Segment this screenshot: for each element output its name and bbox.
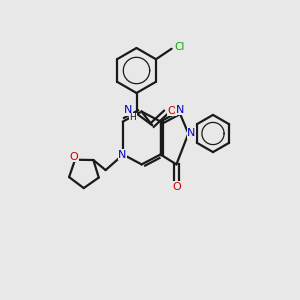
- Text: O: O: [70, 152, 78, 162]
- Text: H: H: [129, 113, 136, 122]
- Text: N: N: [187, 128, 196, 138]
- Text: O: O: [172, 182, 181, 192]
- Text: Cl: Cl: [175, 42, 185, 52]
- Text: N: N: [176, 105, 184, 115]
- Text: N: N: [124, 105, 132, 115]
- Text: N: N: [118, 149, 127, 160]
- Text: O: O: [168, 106, 177, 116]
